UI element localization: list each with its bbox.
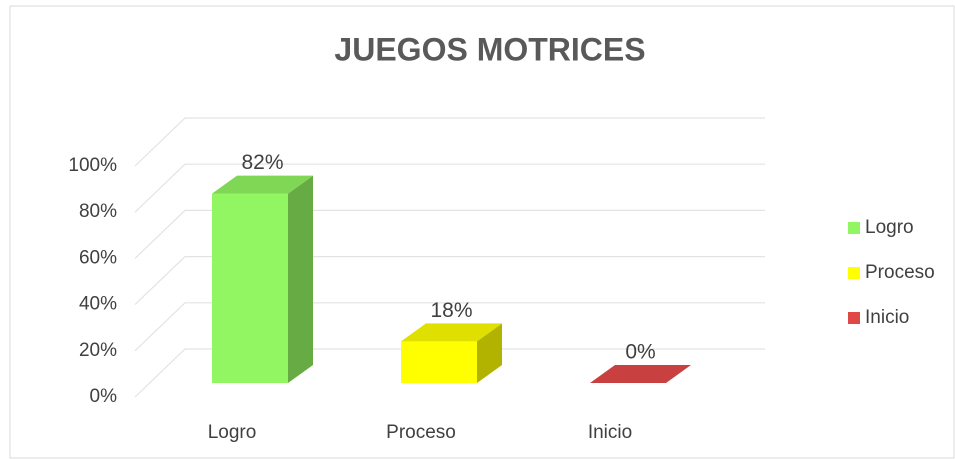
x-tick-label: Logro: [208, 422, 257, 443]
bar-top: [590, 365, 691, 383]
grid-line: [134, 209, 765, 259]
bar-side: [288, 175, 313, 383]
bar-top-shade: [590, 365, 691, 383]
bar-top-shade: [212, 175, 313, 194]
legend-label: Logro: [865, 217, 914, 238]
bar-front: [212, 193, 288, 383]
grid-line: [134, 163, 765, 213]
bar: [212, 175, 313, 383]
legend-swatch: [848, 312, 860, 324]
bar-side: [477, 323, 502, 383]
y-tick-label: 80%: [79, 201, 117, 222]
chart-title: JUEGOS MOTRICES: [334, 31, 645, 67]
bar-side-shade: [288, 175, 313, 383]
bar-top: [212, 175, 313, 194]
legend-swatch: [848, 267, 860, 279]
bar-top-shade: [401, 323, 502, 342]
bar-side-shade: [477, 323, 502, 383]
grid-line: [134, 117, 765, 167]
x-tick-label: Inicio: [588, 422, 632, 443]
grid-line: [134, 302, 765, 352]
chart-area: [9, 5, 955, 459]
y-tick-label: 40%: [79, 294, 117, 315]
data-label: 18%: [430, 299, 472, 322]
y-tick-label: 100%: [68, 155, 117, 176]
legend-label: Proceso: [865, 262, 935, 283]
data-label: 0%: [625, 341, 655, 364]
bar: [401, 323, 502, 383]
bar-top: [401, 323, 502, 342]
grid-line: [134, 348, 765, 398]
legend-label: Inicio: [865, 307, 909, 328]
x-tick-label: Proceso: [386, 422, 456, 443]
grid-line: [134, 256, 765, 306]
y-tick-label: 20%: [79, 340, 117, 361]
legend-swatch: [848, 222, 860, 234]
bar: [590, 365, 691, 383]
data-label: 82%: [241, 151, 283, 174]
bar-front: [401, 341, 477, 383]
y-tick-label: 60%: [79, 247, 117, 268]
y-tick-label: 0%: [90, 386, 118, 407]
